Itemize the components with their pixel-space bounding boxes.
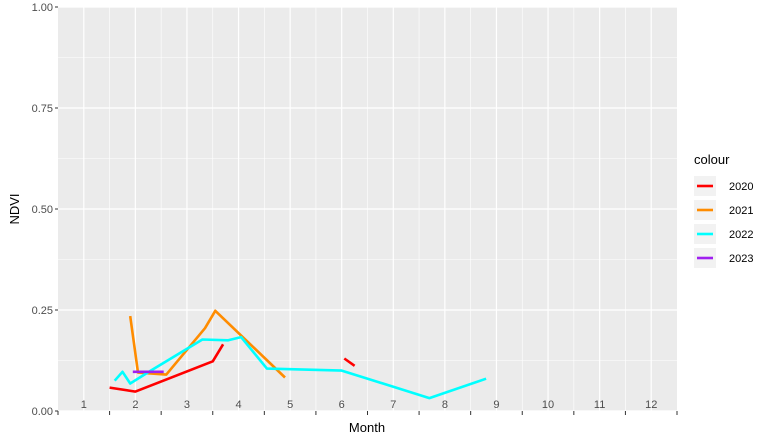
series-line-2020-seg-1 [343, 357, 356, 367]
series-line-2022-seg-0 [113, 335, 487, 400]
y-axis: 0.00 0.25 0.50 0.75 1.00 [32, 2, 58, 418]
legend-label-2020: 2020 [729, 181, 753, 193]
y-axis-title: NDVI [7, 193, 22, 224]
series-line-2020-seg-0 [109, 343, 225, 393]
x-tick-label: 1 [81, 399, 87, 411]
x-tick-label: 6 [339, 399, 345, 411]
series-line-2021-seg-0 [128, 309, 286, 379]
legend-label-2023: 2023 [729, 253, 753, 265]
legend-label-2022: 2022 [729, 229, 753, 241]
x-tick-label: 12 [645, 399, 657, 411]
x-tick-label: 8 [442, 399, 448, 411]
x-tick-label: 3 [184, 399, 190, 411]
x-tick-label: 7 [390, 399, 396, 411]
legend: colour 2020 2021 2022 2023 [694, 152, 753, 268]
y-tick-label: 0.75 [32, 103, 53, 115]
series-lines [109, 309, 487, 400]
y-tick-label: 0.25 [32, 305, 53, 317]
x-tick-label: 4 [235, 399, 241, 411]
y-tick-label: 0.00 [32, 406, 53, 418]
x-axis: 1 2 3 4 5 6 7 8 9 10 11 12 [57, 399, 678, 415]
x-tick-label: 9 [493, 399, 499, 411]
y-tick-label: 1.00 [32, 2, 53, 14]
y-tick-label: 0.50 [32, 204, 53, 216]
x-tick-label: 10 [542, 399, 554, 411]
x-tick-label: 5 [287, 399, 293, 411]
x-axis-title: Month [349, 420, 385, 435]
legend-title: colour [694, 152, 730, 167]
x-tick-label: 2 [132, 399, 138, 411]
x-tick-label: 11 [594, 399, 605, 411]
legend-label-2021: 2021 [729, 205, 753, 217]
